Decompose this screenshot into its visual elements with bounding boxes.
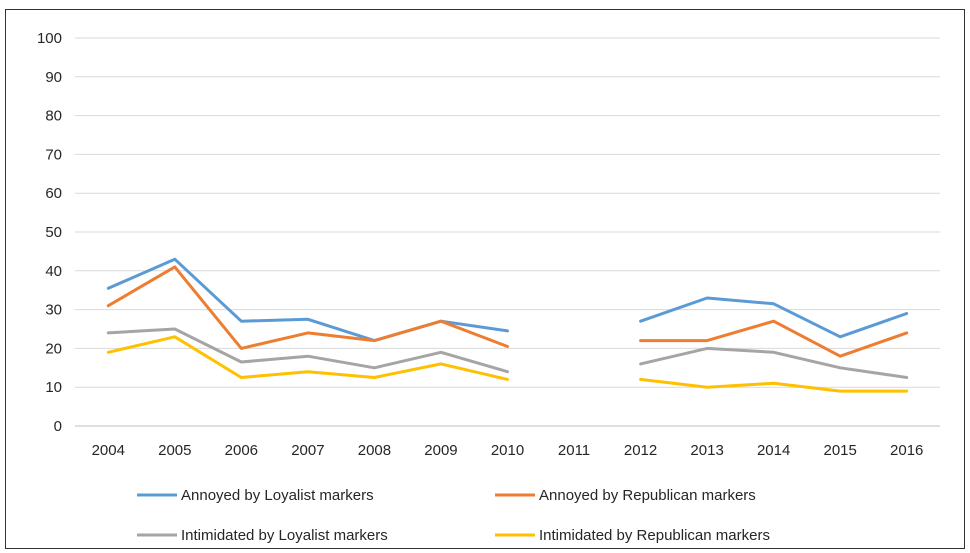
legend-label: Intimidated by Loyalist markers [181, 527, 388, 544]
y-tick-label: 40 [45, 263, 62, 280]
x-tick-label: 2006 [225, 442, 258, 459]
x-tick-label: 2009 [424, 442, 457, 459]
y-tick-label: 70 [45, 146, 62, 163]
y-tick-label: 100 [37, 30, 62, 47]
y-tick-label: 20 [45, 340, 62, 357]
gridlines [75, 37, 940, 427]
x-tick-label: 2014 [757, 442, 790, 459]
series-lines [106, 257, 909, 393]
legend: Annoyed by Loyalist markers Annoyed by Re… [137, 487, 770, 544]
y-tick-label: 10 [45, 379, 62, 396]
series-line-3 [106, 327, 909, 379]
y-tick-label: 60 [45, 185, 62, 202]
y-tick-label: 80 [45, 108, 62, 125]
x-tick-label: 2004 [92, 442, 125, 459]
y-tick-label: 90 [45, 69, 62, 86]
y-tick-label: 30 [45, 302, 62, 319]
x-tick-label: 2005 [158, 442, 191, 459]
chart-frame [5, 9, 965, 549]
x-tick-label: 2015 [824, 442, 857, 459]
y-tick-label: 50 [45, 224, 62, 241]
x-axis-ticks: 2004 2005 2006 2007 2008 2009 2010 2011 2012 2013… [92, 442, 924, 459]
y-axis-ticks: 0 10 20 30 40 50 60 70 80 90 100 [37, 30, 62, 435]
x-tick-label: 2016 [890, 442, 923, 459]
x-tick-label: 2011 [558, 442, 590, 459]
series-line-2 [106, 265, 909, 358]
legend-label: Annoyed by Republican markers [539, 487, 756, 504]
x-tick-label: 2007 [291, 442, 324, 459]
x-tick-label: 2013 [690, 442, 723, 459]
legend-label: Annoyed by Loyalist markers [181, 487, 374, 504]
series-line-4 [106, 335, 909, 393]
legend-label: Intimidated by Republican markers [539, 527, 770, 544]
y-tick-label: 0 [54, 418, 62, 435]
x-tick-label: 2008 [358, 442, 391, 459]
x-tick-label: 2010 [491, 442, 524, 459]
x-tick-label: 2012 [624, 442, 657, 459]
